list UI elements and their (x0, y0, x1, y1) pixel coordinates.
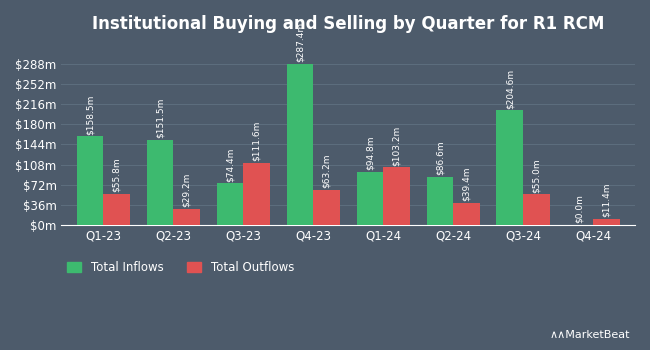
Bar (497, 110, 523, 225)
Bar (174, 209, 200, 225)
Bar (287, 64, 313, 225)
Text: ∧∧MarketBeat: ∧∧MarketBeat (550, 329, 630, 340)
Text: $204.6m: $204.6m (505, 69, 514, 109)
Bar (383, 167, 410, 225)
Title: Institutional Buying and Selling by Quarter for R1 RCM: Institutional Buying and Selling by Quar… (92, 15, 604, 33)
Text: $103.2m: $103.2m (392, 125, 401, 166)
Bar (313, 190, 340, 225)
Bar (523, 194, 550, 225)
Bar (593, 219, 619, 225)
Bar (147, 140, 174, 225)
Bar (243, 162, 270, 225)
Legend: Total Inflows, Total Outflows: Total Inflows, Total Outflows (67, 261, 294, 274)
Text: $86.6m: $86.6m (436, 140, 445, 175)
Text: $0.0m: $0.0m (575, 195, 584, 223)
Bar (357, 172, 383, 225)
Text: $111.6m: $111.6m (252, 120, 261, 161)
Bar (453, 203, 480, 225)
Text: $29.2m: $29.2m (182, 173, 191, 207)
Text: $39.4m: $39.4m (462, 167, 471, 201)
Bar (216, 183, 243, 225)
Text: $55.0m: $55.0m (532, 158, 541, 192)
Text: $158.5m: $158.5m (86, 94, 94, 134)
Text: $151.5m: $151.5m (155, 98, 164, 139)
Text: $63.2m: $63.2m (322, 153, 331, 188)
Text: $55.8m: $55.8m (112, 158, 121, 192)
Text: $287.4m: $287.4m (295, 22, 304, 62)
Text: $11.4m: $11.4m (602, 182, 611, 217)
Text: $94.8m: $94.8m (365, 136, 374, 170)
Bar (77, 136, 103, 225)
Text: $74.4m: $74.4m (226, 147, 235, 182)
Bar (103, 194, 130, 225)
Bar (426, 176, 453, 225)
